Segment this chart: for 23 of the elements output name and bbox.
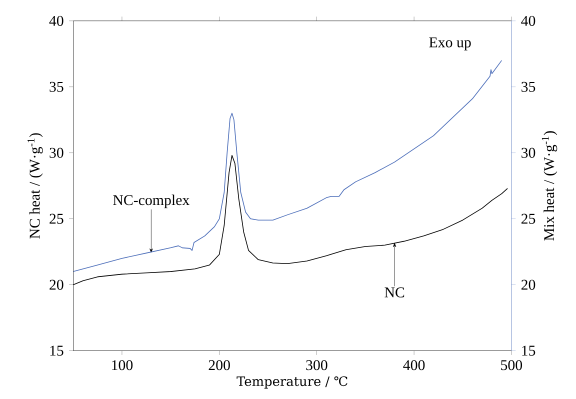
y2-tick-label: 25 (521, 214, 536, 224)
x-tick-label: 100 (112, 360, 133, 370)
x-tick-label: 300 (306, 360, 328, 370)
y-tick-label: 15 (50, 346, 64, 356)
x-tick-label: 500 (501, 360, 522, 370)
y-tick-label: 25 (50, 214, 64, 224)
y2-tick-label: 30 (522, 148, 536, 158)
y-axis-title: NC heat / (W·g$^{-1}$) (28, 133, 43, 238)
y2-tick-label: 35 (522, 82, 536, 92)
y2-tick-label: 15 (522, 346, 536, 356)
y-tick-label: 40 (49, 16, 64, 26)
y2-axis-title: Mix heat / (W·g$^{-1}$) (542, 130, 558, 240)
x-tick-label: 400 (403, 360, 425, 370)
y-tick-label: 35 (50, 82, 64, 92)
x-axis-title: Temperature / ℃ (236, 376, 348, 388)
annotation: Exo up (429, 37, 471, 50)
y-tick-label: 20 (50, 280, 64, 290)
y-tick-label: 30 (50, 148, 64, 158)
y2-tick-label: 40 (521, 16, 536, 26)
annotation: NC (384, 287, 404, 298)
y2-tick-label: 20 (521, 280, 536, 290)
x-tick-label: 200 (208, 360, 230, 370)
annotation: NC-complex (113, 194, 190, 208)
